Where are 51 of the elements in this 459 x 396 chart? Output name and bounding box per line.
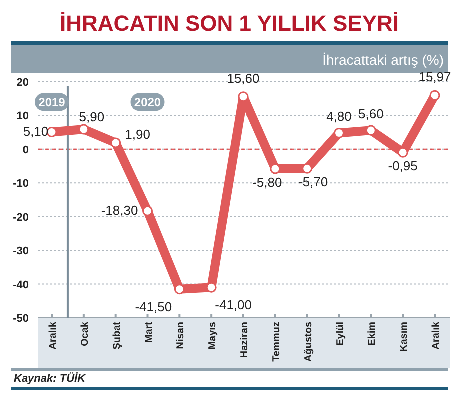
text: 5,90 [79, 110, 105, 125]
y-tick-label: 10 [16, 110, 29, 123]
y-tick-label: -30 [13, 246, 29, 258]
y-tick-label: -50 [13, 313, 29, 325]
point [174, 284, 185, 295]
text: 5,60 [358, 106, 384, 122]
text: Kaynak: TÜİK [14, 372, 87, 385]
point [334, 128, 344, 138]
y-tick-label: -10 [13, 178, 29, 190]
y-axis-title: İhracattaki artış (%) [322, 52, 444, 68]
point [270, 164, 281, 174]
x-tick-label: Mart [144, 321, 155, 344]
text: 15,97 [418, 70, 452, 85]
x-tick-label: Temmuz [271, 322, 282, 362]
text: -0,95 [388, 158, 418, 174]
point [430, 90, 440, 101]
x-tick-label: Aralık [48, 322, 59, 350]
x-tick-label: Ağustos [303, 322, 314, 362]
point [110, 138, 122, 148]
text: 5,10 [23, 124, 49, 140]
x-tick-label: Kasım [399, 322, 410, 352]
text: -18,30 [101, 203, 138, 218]
x-tick-label: Ocak [80, 322, 91, 346]
x-tick-label: Mayıs [208, 322, 219, 350]
x-tick-label: Eylül [335, 322, 346, 346]
text: -41,00 [215, 298, 252, 313]
point [366, 125, 376, 136]
annotation: 2019 [38, 96, 66, 110]
y-tick-label: 20 [16, 77, 29, 89]
y-tick-label: -40 [13, 279, 29, 292]
y-tick-label: -20 [13, 212, 29, 224]
x-tick-label: Haziran [240, 322, 250, 358]
x-tick-label: Aralık [431, 322, 442, 350]
text: 15,60 [227, 70, 260, 86]
x-tick-label: Nisan [176, 322, 187, 350]
point [398, 147, 408, 158]
text: -5,70 [298, 174, 328, 190]
text: -41,50 [135, 299, 172, 314]
annotation: 2020 [134, 96, 162, 110]
text: 4,80 [326, 109, 352, 124]
point [302, 163, 313, 174]
text: -5,80 [252, 174, 282, 190]
point [142, 206, 153, 216]
x-tick-label: Şubat [112, 321, 123, 350]
y-tick-label: 0 [22, 144, 29, 156]
point [206, 282, 217, 293]
text: 1,90 [125, 127, 150, 142]
point [238, 92, 249, 102]
point [78, 124, 90, 135]
x-tick-label: Ekim [367, 322, 378, 346]
chart-title: İHRACATIN SON 1 YILLIK SEYRİ [60, 11, 400, 36]
